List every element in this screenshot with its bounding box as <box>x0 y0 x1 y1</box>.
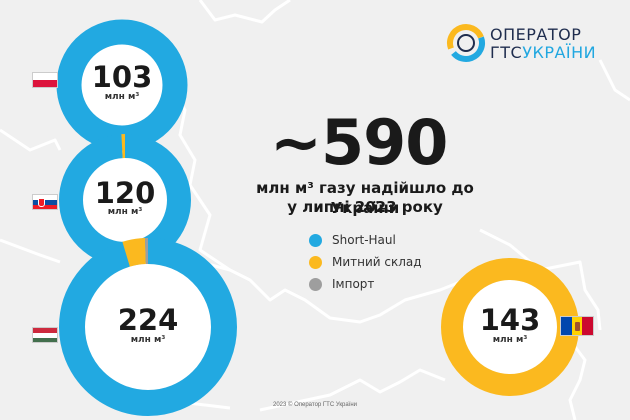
logo-line2b: УКРАЇНИ <box>522 43 597 62</box>
footer-copyright: 2023 © Оператор ГТС України <box>272 402 357 408</box>
donut-unit-moldova: млн м³ <box>492 335 528 345</box>
legend-dot-import <box>309 277 322 291</box>
donut-slice-hungary-2 <box>59 238 237 416</box>
subtitle-line1: млн м³ газу надійшло до України <box>256 179 474 217</box>
slovakia-flag <box>32 194 58 210</box>
donut-hole-moldova <box>463 280 557 374</box>
donut-hole-slovakia <box>83 158 167 242</box>
donut-unit-hungary: млн м³ <box>130 335 166 345</box>
hungary-flag <box>32 327 58 343</box>
legend-dot-customs <box>309 255 322 269</box>
legend-item-short-haul: Short-Haul <box>309 233 396 247</box>
donut-slice-slovakia-1 <box>59 134 191 266</box>
legend-label-customs: Митний склад <box>332 255 422 269</box>
map-border-east <box>539 260 602 420</box>
donut-value-poland: 103 <box>91 60 153 94</box>
logo-mark <box>446 23 486 63</box>
legend-item-customs: Митний склад <box>309 255 422 269</box>
moldova-flag <box>560 316 594 336</box>
map-border-north <box>198 0 291 24</box>
donut-value-moldova: 143 <box>479 303 541 337</box>
poland-flag <box>32 72 58 88</box>
donut-unit-poland: млн м³ <box>104 92 140 102</box>
donut-unit-slovakia: млн м³ <box>107 207 143 217</box>
donut-hole-poland <box>81 44 163 126</box>
headline-total: ~590 <box>270 106 448 179</box>
legend-item-import: Імпорт <box>309 277 374 291</box>
donut-value-hungary: 224 <box>117 303 179 337</box>
legend-label-short-haul: Short-Haul <box>332 233 396 247</box>
logo-line2a: ГТС <box>490 43 523 62</box>
donut-value-slovakia: 120 <box>94 176 156 210</box>
logo-line2: ГТСУКРАЇНИ <box>490 43 596 62</box>
legend-label-import: Імпорт <box>332 277 375 291</box>
subtitle-line2: у липні 2023 року <box>287 198 443 216</box>
legend-dot-short-haul <box>309 233 322 247</box>
map-border-main <box>0 59 466 324</box>
logo-line1: ОПЕРАТОР <box>490 25 582 44</box>
donut-hole-hungary <box>85 264 211 390</box>
